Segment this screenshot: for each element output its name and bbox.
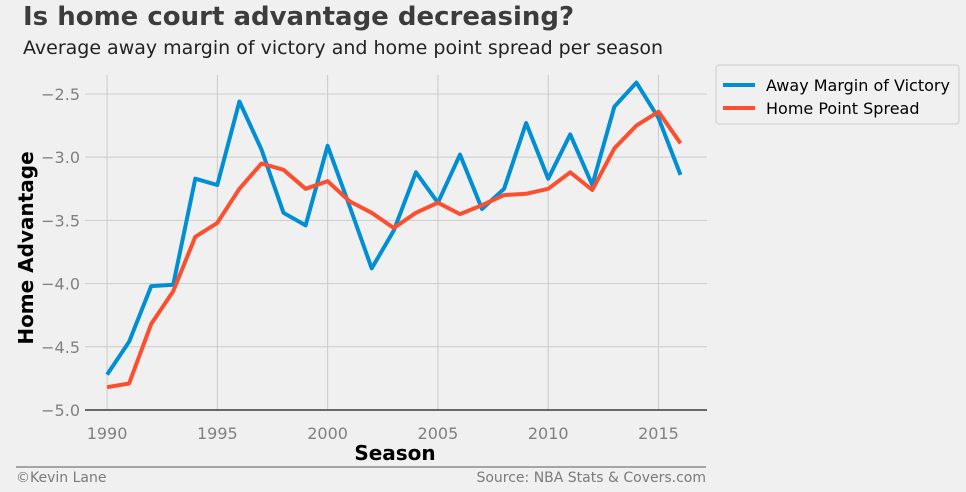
y-tick-label: −4.5: [41, 338, 80, 357]
series-line-away-margin-of-victory: [105, 80, 683, 376]
x-tick-label: 1995: [197, 424, 238, 443]
y-tick-label: −3.0: [41, 148, 80, 167]
x-tick-label: 2000: [307, 424, 348, 443]
legend-label-home-spread: Home Point Spread: [766, 99, 920, 118]
legend: Away Margin of Victory Home Point Spread: [715, 64, 960, 125]
x-tick-label: 2015: [638, 424, 679, 443]
footer-source: Source: NBA Stats & Covers.com: [476, 470, 706, 486]
grid-lines: [85, 75, 707, 410]
y-axis-title: Home Advantage: [14, 151, 38, 344]
y-tick-label: −4.0: [41, 275, 80, 294]
footer-credit: ©Kevin Lane: [16, 470, 106, 486]
legend-box: [715, 64, 960, 125]
x-tick-label: 1990: [87, 424, 128, 443]
axes: −5.0 −4.5 −4.0 −3.5 −3.0 −2.5 1990 1995 2000 2005…: [41, 85, 707, 443]
chart-title: Is home court advantage decreasing?: [23, 2, 575, 32]
x-tick-label: 2010: [528, 424, 569, 443]
series-line-home-point-spread: [106, 109, 683, 390]
y-tick-label: −3.5: [41, 211, 80, 230]
x-axis-title: Season: [354, 441, 435, 465]
chart-subtitle: Average away margin of victory and home …: [23, 37, 664, 59]
y-tick-label: −5.0: [41, 401, 80, 420]
series-lines: [105, 80, 683, 390]
y-tick-label: −2.5: [41, 85, 80, 104]
legend-label-away-margin: Away Margin of Victory: [766, 76, 950, 95]
x-tick-label: 2005: [418, 424, 459, 443]
